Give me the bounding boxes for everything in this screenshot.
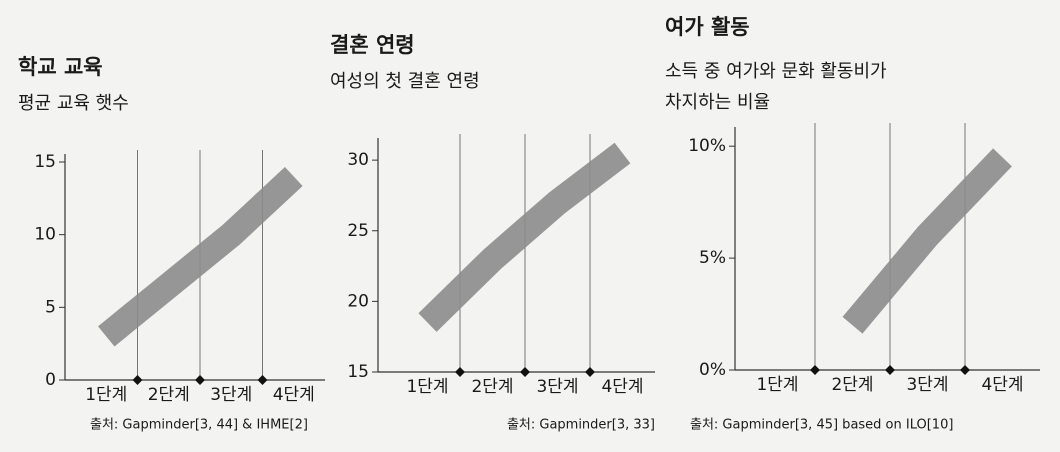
level-marker — [257, 375, 268, 385]
x-tick-label: 4단계 — [601, 377, 643, 397]
x-tick-label: 2단계 — [831, 375, 873, 395]
trend-band — [418, 142, 631, 332]
x-tick-label: 1단계 — [406, 377, 448, 397]
level-marker — [455, 367, 465, 377]
y-tick-label: 5% — [699, 248, 726, 268]
level-marker — [960, 365, 970, 375]
x-tick-label: 3단계 — [906, 375, 948, 395]
chart-subtitle: 여성의 첫 결혼 연령 — [330, 71, 480, 92]
trend-band — [98, 167, 303, 347]
y-tick-label: 30 — [347, 150, 369, 170]
x-tick-label: 2단계 — [148, 385, 190, 405]
x-tick-label: 3단계 — [536, 377, 578, 397]
x-tick-label: 3단계 — [210, 385, 252, 405]
chart-subtitle: 평균 교육 햇수 — [18, 93, 129, 114]
x-tick-label: 2단계 — [471, 377, 513, 397]
x-tick-label: 1단계 — [756, 375, 798, 395]
chart-subtitle: 차지하는 비율 — [665, 92, 770, 113]
y-tick-label: 15 — [347, 362, 369, 382]
chart-subtitle: 소득 중 여가와 문화 활동비가 — [665, 61, 887, 82]
chart-title: 결혼 연령 — [330, 33, 415, 57]
level-marker — [885, 365, 895, 375]
chart-title: 여가 활동 — [665, 15, 750, 39]
level-marker — [810, 365, 820, 375]
source-note: 출처: Gapminder[3, 44] & IHME[2] — [90, 418, 308, 433]
y-tick-label: 20 — [347, 291, 369, 311]
level-marker — [520, 367, 530, 377]
y-tick-label: 10 — [34, 225, 56, 245]
trend-band — [842, 148, 1012, 334]
source-note: 출처: Gapminder[3, 45] based on ILO[10] — [690, 418, 953, 433]
level-marker — [195, 375, 205, 385]
chart-title: 학교 교육 — [18, 55, 103, 79]
x-tick-label: 4단계 — [273, 385, 315, 405]
y-tick-label: 0% — [699, 360, 726, 380]
y-tick-label: 5 — [45, 297, 56, 317]
y-tick-label: 0 — [45, 370, 56, 390]
x-tick-label: 4단계 — [981, 375, 1023, 395]
level-marker — [132, 375, 143, 385]
y-tick-label: 15 — [34, 152, 56, 172]
y-tick-label: 10% — [688, 136, 726, 156]
y-tick-label: 25 — [347, 221, 369, 241]
x-tick-label: 1단계 — [85, 385, 127, 405]
level-marker — [585, 367, 595, 377]
source-note: 출처: Gapminder[3, 33] — [507, 418, 655, 433]
